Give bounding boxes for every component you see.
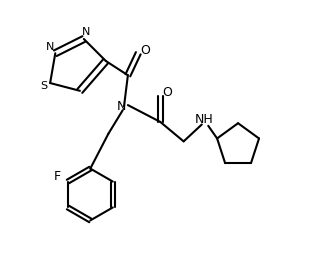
Text: N: N	[117, 100, 126, 113]
Text: O: O	[140, 44, 150, 57]
Text: F: F	[54, 170, 61, 183]
Text: S: S	[40, 81, 47, 91]
Text: NH: NH	[195, 113, 214, 126]
Text: O: O	[162, 86, 172, 99]
Text: N: N	[82, 28, 91, 37]
Text: N: N	[46, 42, 54, 52]
